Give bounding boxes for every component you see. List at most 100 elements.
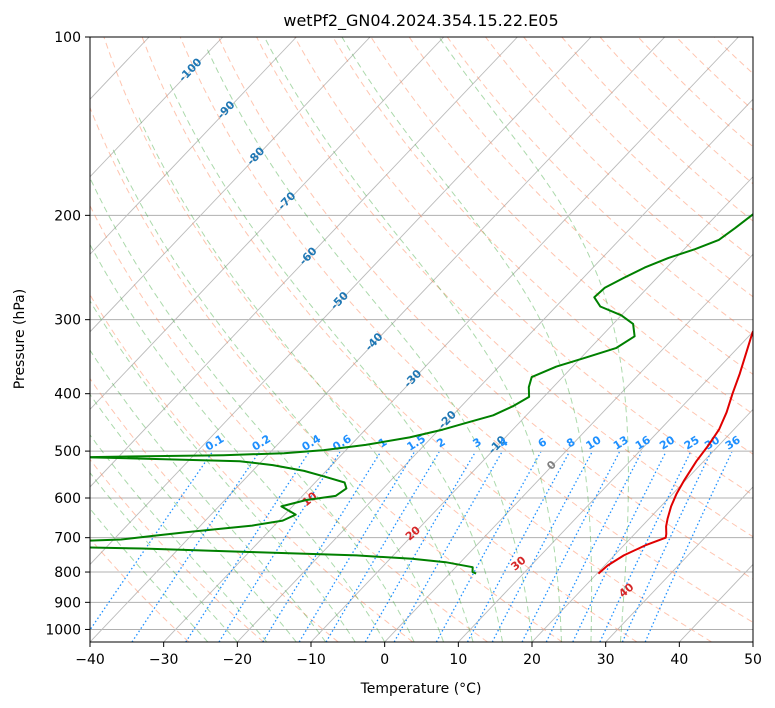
moist-adiabat-line (90, 349, 327, 642)
moist-adiabat-line (90, 471, 238, 642)
x-tick-label: −10 (296, 652, 326, 668)
y-tick-label: 800 (54, 565, 81, 581)
dry-adiabat-line (294, 37, 753, 496)
moist-adiabat-line (137, 113, 474, 642)
dry-adiabat-line (714, 37, 753, 75)
isotherm-line (90, 37, 445, 411)
y-tick-label: 200 (54, 208, 81, 224)
moist-adiabat-line (90, 434, 268, 642)
dry-adiabat-line (561, 37, 753, 222)
y-tick-label: 1000 (45, 622, 81, 638)
isotherm-line (90, 37, 297, 255)
x-tick-label: 40 (670, 652, 688, 668)
x-tick-label: −30 (149, 652, 179, 668)
x-tick-label: 50 (744, 652, 762, 668)
moist-adiabat-line (90, 176, 415, 642)
isotherm-label: -50 (328, 289, 351, 313)
mixing-ratio-label: 8 (564, 435, 577, 450)
isotherm-line (90, 37, 518, 488)
isotherm-line (90, 37, 666, 642)
dry-adiabat-label: 40 (616, 580, 636, 600)
isotherm-line (605, 486, 753, 642)
isotherm-line (384, 253, 753, 642)
x-tick-label: −20 (223, 652, 253, 668)
mixing-ratio-label: 2 (434, 435, 447, 450)
chart-title: wetPf2_GN04.2024.354.15.22.E05 (283, 11, 558, 31)
profile-lines (90, 212, 753, 575)
isotherm-label: -40 (363, 330, 386, 354)
moist-adiabat-line (206, 49, 533, 642)
isotherm-line (90, 37, 592, 566)
y-tick-label: 100 (54, 30, 81, 46)
moist-adiabat-line (90, 300, 356, 642)
mixing-ratio-line (491, 451, 593, 642)
y-tick-label: 900 (54, 595, 81, 611)
isotherm-line (90, 37, 224, 178)
background-lines (0, 37, 753, 642)
isotherm-line (458, 331, 753, 642)
x-tick-label: 30 (597, 652, 615, 668)
isotherm-line (531, 408, 753, 642)
moist-adiabat-line (169, 83, 503, 642)
y-axis-label: Pressure (hPa) (12, 289, 28, 389)
dry-adiabat-line (179, 37, 753, 623)
moist-adiabat-line (90, 243, 386, 642)
mixing-ratio-line (131, 451, 260, 642)
mixing-ratio-line (599, 451, 692, 642)
mixing-ratio-label: 10 (584, 433, 604, 452)
mixing-ratio-line (572, 451, 667, 642)
dry-adiabat-line (332, 37, 753, 455)
dry-adiabat-line (370, 37, 753, 415)
mixing-ratio-line (298, 451, 415, 642)
dry-adiabat-line (90, 293, 414, 642)
mixing-ratio-line (325, 451, 440, 642)
isotherm-line (0, 37, 2, 642)
y-tick-label: 300 (54, 313, 81, 329)
dry-adiabat-label: 20 (403, 523, 423, 543)
y-tick-label: 600 (54, 491, 81, 507)
dewpoint-profile-line (90, 212, 753, 575)
mixing-ratio-line (644, 451, 733, 642)
mixing-ratio-label: 16 (633, 433, 653, 452)
mixing-ratio-line (262, 451, 382, 642)
dry-adiabat-line (446, 37, 753, 336)
dry-adiabat-line (90, 377, 339, 642)
x-axis-label: Temperature (°C) (360, 681, 482, 697)
y-tick-label: 700 (54, 531, 81, 547)
dry-adiabat-line (637, 37, 753, 148)
y-tick-label: 500 (54, 444, 81, 460)
isotherm-line (237, 98, 753, 642)
mixing-ratio-label: 6 (536, 435, 550, 450)
mixing-ratio-line (185, 451, 310, 642)
dry-adiabat-line (103, 37, 638, 642)
plot-frame (89, 36, 754, 643)
isotherm-label: -60 (297, 244, 320, 268)
moist-adiabat-line (112, 149, 445, 642)
isotherm-line (752, 641, 753, 642)
mixing-ratio-label: 0.2 (250, 432, 273, 453)
mixing-ratio-line (393, 451, 503, 642)
moist-adiabat-line (90, 507, 209, 642)
x-tick-label: −40 (75, 652, 105, 668)
y-tick-label: 400 (54, 387, 81, 403)
x-tick-label: 20 (523, 652, 541, 668)
dry-adiabat-line (523, 37, 753, 260)
isotherm-line (90, 37, 371, 333)
dry-adiabat-line (217, 37, 753, 580)
dry-adiabat-line (90, 537, 190, 642)
dry-adiabat-line (90, 106, 563, 642)
isotherm-label: -30 (401, 367, 424, 391)
moist-adiabat-line (341, 37, 593, 642)
mixing-ratio-label: 25 (682, 433, 702, 452)
mixing-ratio-line (364, 451, 476, 642)
moist-adiabat-line (438, 37, 629, 642)
isotherm-label: -80 (244, 144, 267, 168)
mixing-ratio-label: 0.6 (330, 432, 354, 454)
dry-adiabat-line (141, 37, 712, 642)
x-tick-label: 0 (380, 652, 389, 668)
mixing-ratio-line (621, 451, 712, 642)
mixing-ratio-line (521, 451, 620, 642)
isotherm-label: -90 (215, 98, 238, 122)
isotherm-line (679, 563, 753, 642)
